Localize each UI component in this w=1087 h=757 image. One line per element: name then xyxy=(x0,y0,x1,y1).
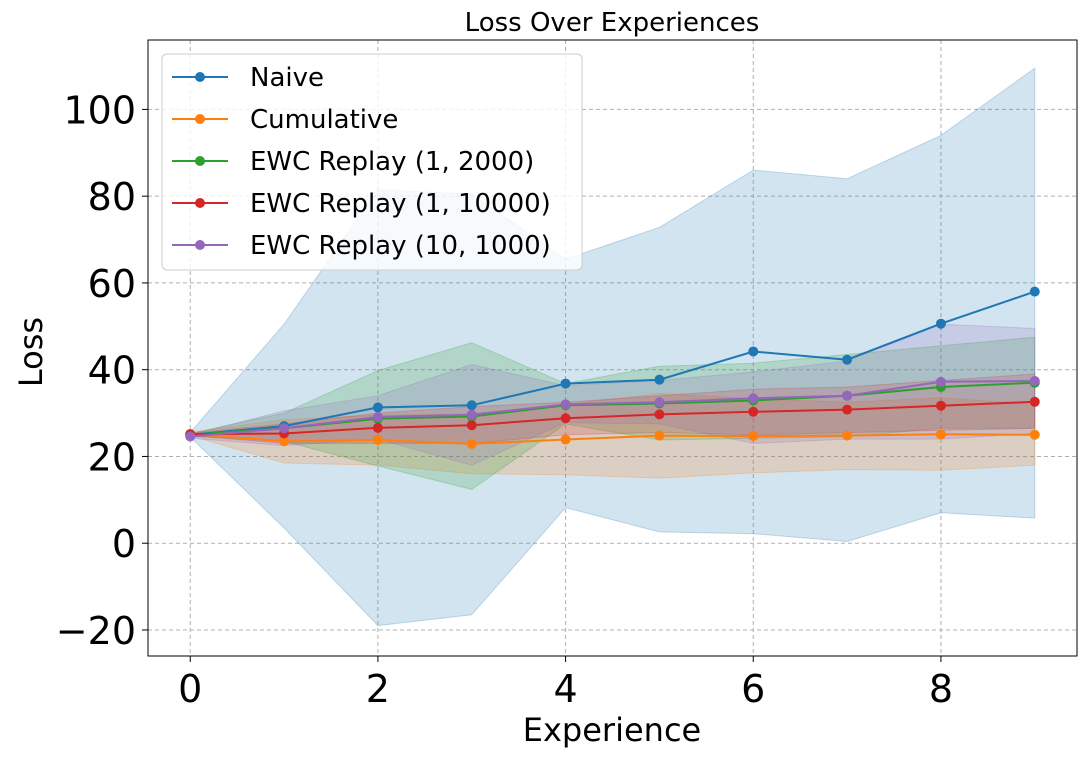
point-series-1 xyxy=(935,429,946,440)
point-series-4 xyxy=(185,431,196,442)
y-axis-label: Loss xyxy=(12,317,50,387)
point-series-3 xyxy=(372,422,383,433)
point-series-4 xyxy=(372,411,383,422)
point-series-4 xyxy=(466,409,477,420)
x-tick-label: 2 xyxy=(366,667,390,711)
point-series-4 xyxy=(560,399,571,410)
plot-frame xyxy=(147,39,1078,657)
point-series-4 xyxy=(935,376,946,387)
point-series-1 xyxy=(748,431,759,442)
band-series-2 xyxy=(189,336,1036,490)
line-series-3 xyxy=(190,400,1035,436)
legend-marker-4 xyxy=(195,240,205,250)
point-series-0 xyxy=(560,378,571,389)
point-series-1 xyxy=(1029,429,1040,440)
point-series-3 xyxy=(1029,396,1040,407)
point-series-1 xyxy=(560,434,571,445)
legend-marker-3 xyxy=(195,198,205,208)
series-markers xyxy=(185,286,1040,449)
y-tick-label: 60 xyxy=(88,262,136,306)
x-tick-label: 4 xyxy=(553,667,577,711)
y-axis: −20 0 20 40 60 80 100 xyxy=(56,88,148,653)
line-series-0 xyxy=(190,290,1036,436)
x-tick-label: 0 xyxy=(178,667,202,711)
point-series-3 xyxy=(654,409,665,420)
point-series-4 xyxy=(842,390,853,401)
point-series-1 xyxy=(466,438,477,449)
y-tick-label: 40 xyxy=(88,349,136,393)
point-series-4 xyxy=(1029,375,1040,386)
line-series-1 xyxy=(190,432,1035,445)
legend-label-2: EWC Replay (1, 2000) xyxy=(250,147,534,177)
legend-label-4: EWC Replay (10, 1000) xyxy=(250,231,551,261)
point-series-4 xyxy=(654,397,665,408)
series-lines xyxy=(190,290,1036,445)
x-axis: 0 2 4 6 8 xyxy=(178,656,953,711)
legend-label-0: Naive xyxy=(250,63,324,93)
point-series-0 xyxy=(654,374,665,385)
point-series-3 xyxy=(466,420,477,431)
x-tick-label: 6 xyxy=(741,667,765,711)
y-tick-label: 80 xyxy=(88,175,136,219)
point-series-3 xyxy=(748,406,759,417)
legend-marker-1 xyxy=(195,114,205,124)
y-tick-label: 0 xyxy=(112,522,136,566)
point-series-1 xyxy=(279,436,290,447)
legend-marker-2 xyxy=(195,156,205,166)
point-series-1 xyxy=(842,430,853,441)
point-series-4 xyxy=(748,393,759,404)
point-series-0 xyxy=(466,400,477,411)
point-series-0 xyxy=(1029,286,1040,297)
point-series-0 xyxy=(748,346,759,357)
legend-label-3: EWC Replay (1, 10000) xyxy=(250,189,551,219)
point-series-0 xyxy=(372,402,383,413)
point-series-0 xyxy=(842,354,853,365)
chart-title: Loss Over Experiences xyxy=(465,8,760,38)
point-series-3 xyxy=(935,400,946,411)
point-series-3 xyxy=(842,404,853,415)
x-axis-label: Experience xyxy=(523,711,701,749)
legend-box xyxy=(161,53,583,271)
point-series-3 xyxy=(560,413,571,424)
legend-label-1: Cumulative xyxy=(250,105,398,135)
legend-marker-0 xyxy=(195,72,205,82)
y-tick-label: 20 xyxy=(88,435,136,479)
point-series-1 xyxy=(372,434,383,445)
point-series-4 xyxy=(279,423,290,434)
y-tick-label: 100 xyxy=(63,88,136,132)
point-series-1 xyxy=(654,430,665,441)
band-series-3 xyxy=(189,373,1036,444)
point-series-0 xyxy=(935,318,946,329)
x-tick-label: 8 xyxy=(929,667,953,711)
legend: Naive Cumulative EWC Replay (1, 2000) EWC R… xyxy=(161,53,583,271)
y-tick-label: −20 xyxy=(56,609,136,653)
line-series-4 xyxy=(190,380,1035,438)
